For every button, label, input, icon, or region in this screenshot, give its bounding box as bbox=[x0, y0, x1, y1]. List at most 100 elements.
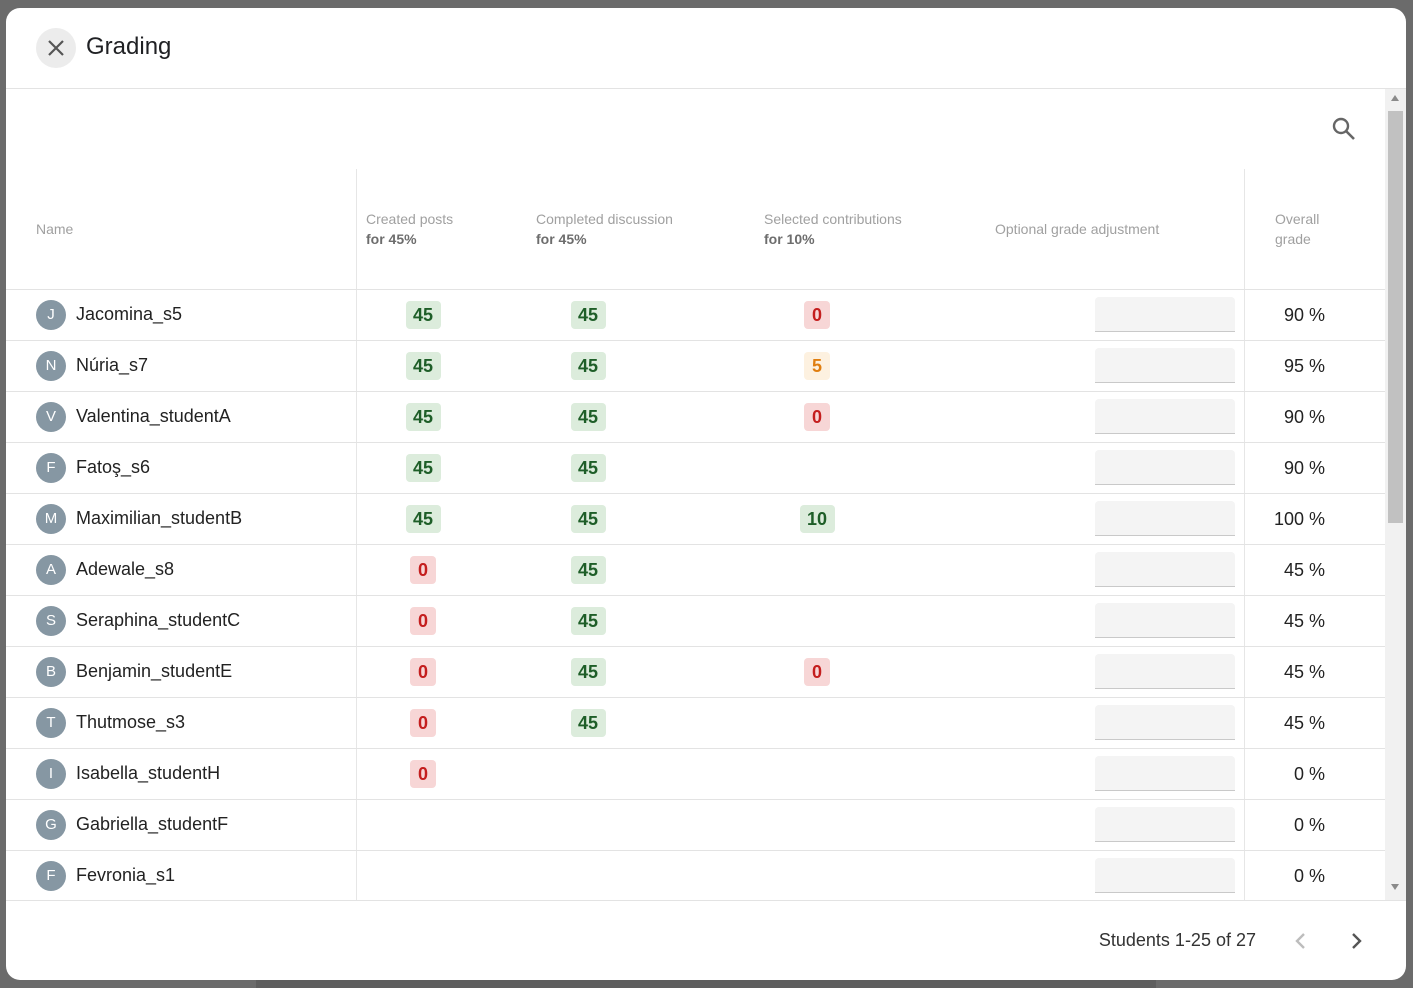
search-button[interactable] bbox=[1330, 115, 1358, 143]
table-row: A Adewale_s8 0 45 45 % bbox=[6, 545, 1385, 596]
student-name: Núria_s7 bbox=[76, 355, 149, 375]
column-header-selected-contributions[interactable]: Selected contributions for 10% bbox=[764, 209, 902, 249]
score-chip-created: 45 bbox=[405, 301, 441, 329]
grade-adjustment-input[interactable] bbox=[1095, 348, 1235, 383]
student-name: Gabriella_studentF bbox=[76, 814, 229, 834]
overall-grade: 100 % bbox=[1273, 509, 1325, 529]
avatar: B bbox=[36, 657, 66, 687]
score-chip-completed: 45 bbox=[570, 658, 606, 686]
grade-adjustment-input[interactable] bbox=[1095, 858, 1235, 893]
score-chip-completed: 45 bbox=[570, 505, 606, 533]
dialog-footer: Students 1-25 of 27 bbox=[6, 900, 1406, 980]
grade-adjustment-input[interactable] bbox=[1095, 501, 1235, 536]
avatar: F bbox=[36, 453, 66, 483]
search-icon bbox=[1332, 117, 1355, 140]
column-header-overall[interactable]: Overall grade bbox=[1275, 209, 1319, 249]
grade-adjustment-input[interactable] bbox=[1095, 552, 1235, 587]
score-chip-created: 0 bbox=[410, 556, 436, 584]
dialog-title: Grading bbox=[86, 33, 172, 60]
avatar: V bbox=[36, 402, 66, 432]
student-name: Thutmose_s3 bbox=[76, 712, 186, 732]
close-icon bbox=[48, 40, 64, 56]
overall-grade: 45 % bbox=[1283, 560, 1325, 580]
score-chip-completed: 45 bbox=[570, 403, 606, 431]
score-chip-created: 0 bbox=[410, 658, 436, 686]
avatar: N bbox=[36, 351, 66, 381]
pagination-info: Students 1-25 of 27 bbox=[1098, 930, 1256, 950]
score-chip-completed: 45 bbox=[570, 454, 606, 482]
avatar: T bbox=[36, 708, 66, 738]
avatar: J bbox=[36, 300, 66, 330]
scrollbar[interactable] bbox=[1385, 89, 1406, 900]
grading-dialog: Grading Name Created posts for 45% Compl… bbox=[6, 8, 1406, 980]
avatar: A bbox=[36, 555, 66, 585]
table-row: M Maximilian_studentB 45 45 10 100 % bbox=[6, 494, 1385, 545]
table-row: J Jacomina_s5 45 45 0 90 % bbox=[6, 290, 1385, 341]
score-chip-selected: 0 bbox=[804, 658, 830, 686]
score-chip-completed: 45 bbox=[570, 607, 606, 635]
avatar: G bbox=[36, 810, 66, 840]
grade-adjustment-input[interactable] bbox=[1095, 705, 1235, 740]
grade-adjustment-input[interactable] bbox=[1095, 756, 1235, 791]
score-chip-completed: 45 bbox=[570, 709, 606, 737]
score-chip-selected: 0 bbox=[804, 403, 830, 431]
student-name: Isabella_studentH bbox=[76, 763, 221, 783]
score-chip-created: 45 bbox=[405, 352, 441, 380]
grade-adjustment-input[interactable] bbox=[1095, 807, 1235, 842]
student-name: Seraphina_studentC bbox=[76, 610, 241, 630]
column-header-created-posts[interactable]: Created posts for 45% bbox=[366, 209, 453, 249]
column-header-weight: for 45% bbox=[366, 231, 417, 247]
avatar: F bbox=[36, 861, 66, 891]
column-divider bbox=[1244, 169, 1245, 900]
scrollbar-thumb[interactable] bbox=[1388, 111, 1403, 523]
overall-grade: 0 % bbox=[1293, 815, 1325, 835]
column-header-name[interactable]: Name bbox=[36, 221, 74, 237]
score-chip-selected: 10 bbox=[799, 505, 835, 533]
column-header-adjustment[interactable]: Optional grade adjustment bbox=[995, 221, 1160, 237]
table-row: N Núria_s7 45 45 5 95 % bbox=[6, 341, 1385, 392]
avatar: S bbox=[36, 606, 66, 636]
column-header-weight: for 10% bbox=[764, 231, 815, 247]
column-header-label: Overall bbox=[1275, 211, 1320, 227]
previous-page-button[interactable] bbox=[1286, 926, 1316, 956]
score-chip-created: 0 bbox=[410, 607, 436, 635]
column-header-label: Created posts bbox=[366, 211, 454, 227]
score-chip-created: 0 bbox=[410, 760, 436, 788]
overall-grade: 90 % bbox=[1283, 305, 1325, 325]
backdrop-strip bbox=[256, 978, 1156, 988]
table-row: S Seraphina_studentC 0 45 45 % bbox=[6, 596, 1385, 647]
scroll-up-arrow-icon[interactable] bbox=[1391, 95, 1399, 101]
score-chip-completed: 45 bbox=[570, 556, 606, 584]
column-header-completed-discussion[interactable]: Completed discussion for 45% bbox=[536, 209, 673, 249]
close-button[interactable] bbox=[36, 28, 76, 68]
overall-grade: 90 % bbox=[1283, 407, 1325, 427]
score-chip-created: 45 bbox=[405, 403, 441, 431]
score-chip-selected: 5 bbox=[804, 352, 830, 380]
score-chip-created: 45 bbox=[405, 505, 441, 533]
backdrop bbox=[240, 0, 540, 6]
column-header-weight: for 45% bbox=[536, 231, 587, 247]
grade-adjustment-input[interactable] bbox=[1095, 399, 1235, 434]
table-row: G Gabriella_studentF 0 % bbox=[6, 800, 1385, 851]
grade-adjustment-input[interactable] bbox=[1095, 297, 1235, 332]
scroll-down-arrow-icon[interactable] bbox=[1391, 884, 1399, 890]
chevron-right-icon bbox=[1352, 933, 1362, 949]
avatar: M bbox=[36, 504, 66, 534]
student-name: Valentina_studentA bbox=[76, 406, 231, 426]
grade-adjustment-input[interactable] bbox=[1095, 450, 1235, 485]
score-chip-completed: 45 bbox=[570, 301, 606, 329]
student-name: Jacomina_s5 bbox=[76, 304, 183, 324]
overall-grade: 90 % bbox=[1283, 458, 1325, 478]
avatar: I bbox=[36, 759, 66, 789]
table-row: B Benjamin_studentE 0 45 0 45 % bbox=[6, 647, 1385, 698]
overall-grade: 45 % bbox=[1283, 713, 1325, 733]
chevron-left-icon bbox=[1295, 933, 1305, 949]
grade-adjustment-input[interactable] bbox=[1095, 603, 1235, 638]
table-row: F Fevronia_s1 0 % bbox=[6, 851, 1385, 900]
dialog-header: Grading bbox=[6, 8, 1406, 89]
table-row: T Thutmose_s3 0 45 45 % bbox=[6, 698, 1385, 749]
next-page-button[interactable] bbox=[1341, 926, 1371, 956]
grade-adjustment-input[interactable] bbox=[1095, 654, 1235, 689]
table-header: Name Created posts for 45% Completed dis… bbox=[6, 169, 1385, 290]
overall-grade: 0 % bbox=[1293, 764, 1325, 784]
